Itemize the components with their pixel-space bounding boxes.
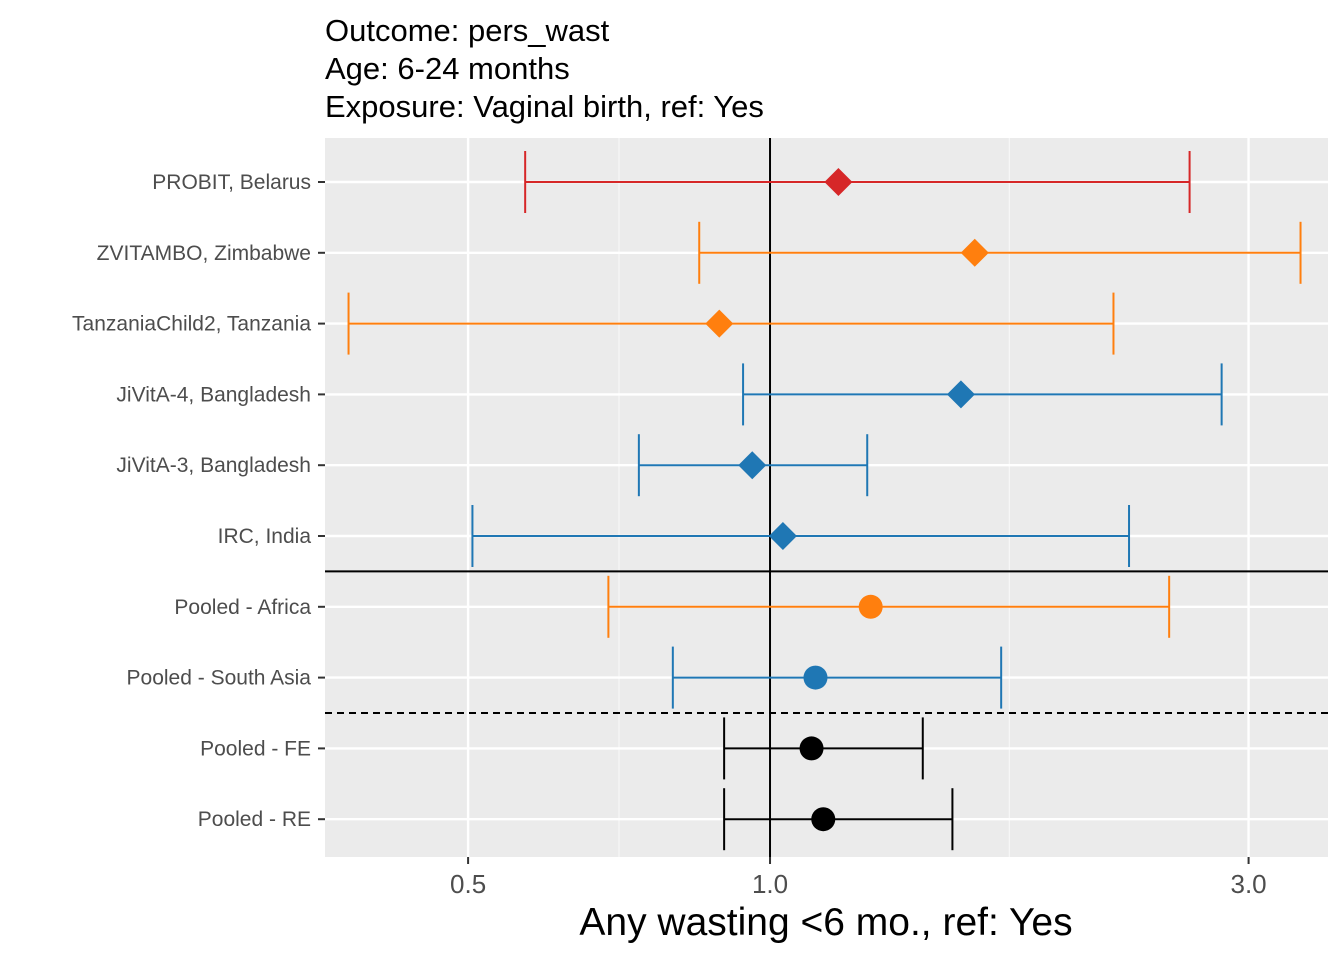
x-axis: 0.5 1.0 3.0	[450, 857, 1267, 899]
row-marks	[723, 788, 954, 851]
title-line-age: Age: 6-24 months	[325, 51, 570, 86]
row-marks	[671, 646, 1003, 709]
point-estimate-diamond	[960, 238, 989, 267]
chart-title-block: Outcome: pers_wast Age: 6-24 months Expo…	[325, 13, 764, 124]
row-marks	[524, 151, 1191, 213]
x-axis-title: Any wasting <6 mo., ref: Yes	[579, 901, 1072, 944]
x-tick-label: 3.0	[1231, 869, 1267, 899]
title-line-exposure: Exposure: Vaginal birth, ref: Yes	[325, 89, 764, 124]
y-tick-label: ZVITAMBO, Zimbabwe	[97, 242, 311, 265]
row-marks	[347, 292, 1115, 355]
data-marks	[347, 151, 1302, 851]
x-tick-label: 0.5	[450, 869, 486, 899]
point-estimate-circle	[803, 665, 828, 690]
row-marks	[723, 717, 924, 780]
row-marks	[742, 363, 1223, 426]
x-tick-label: 1.0	[752, 869, 788, 899]
reference-lines	[325, 138, 1328, 857]
row-marks	[471, 505, 1131, 567]
point-estimate-diamond	[738, 451, 767, 480]
y-tick-label: Pooled - South Asia	[127, 667, 312, 690]
plot-panel	[325, 138, 1328, 857]
y-tick-label: TanzaniaChild2, Tanzania	[72, 313, 311, 336]
y-tick-label: Pooled - RE	[198, 808, 311, 831]
y-tick-label: Pooled - Africa	[174, 596, 311, 619]
point-estimate-diamond	[946, 380, 975, 409]
y-tick-label: JiVitA-3, Bangladesh	[116, 454, 311, 477]
y-axis-labels: PROBIT, Belarus ZVITAMBO, Zimbabwe Tanzani…	[72, 171, 325, 831]
point-estimate-diamond	[824, 168, 853, 196]
y-tick-label: PROBIT, Belarus	[152, 171, 311, 194]
row-marks	[607, 575, 1171, 638]
point-estimate-diamond	[705, 309, 734, 338]
row-marks	[637, 434, 869, 497]
y-tick-label: JiVitA-4, Bangladesh	[116, 383, 311, 406]
point-estimate-circle	[811, 807, 836, 832]
y-tick-label: IRC, India	[218, 525, 312, 548]
y-tick-label: Pooled - FE	[200, 737, 311, 760]
title-line-outcome: Outcome: pers_wast	[325, 13, 610, 48]
point-estimate-circle	[799, 736, 824, 761]
point-estimate-diamond	[768, 522, 797, 550]
row-marks	[698, 221, 1302, 284]
point-estimate-circle	[858, 594, 883, 619]
